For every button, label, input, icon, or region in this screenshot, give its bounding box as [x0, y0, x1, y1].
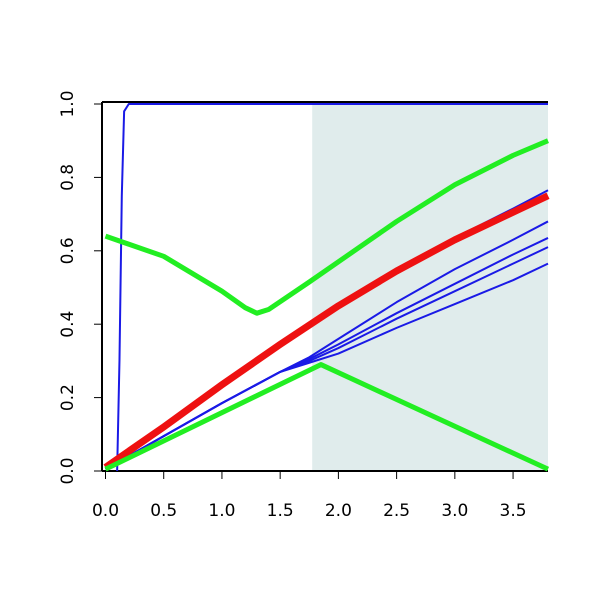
y-tick-label: 0.8	[58, 164, 78, 191]
y-tick-label: 1.0	[58, 90, 78, 117]
series-line	[103, 192, 550, 471]
series-line	[104, 138, 549, 316]
x-tick-label: 0.5	[150, 501, 177, 521]
y-tick-label: 0.0	[58, 457, 78, 484]
x-tick-label: 1.0	[208, 501, 235, 521]
y-tick-label: 0.4	[58, 311, 78, 338]
x-tick-label: 0.0	[92, 501, 119, 521]
x-tick-label: 3.0	[441, 501, 468, 521]
x-tick-label: 3.5	[500, 501, 527, 521]
series-line	[116, 103, 548, 472]
shaded-region	[312, 104, 548, 471]
series-line	[104, 362, 550, 472]
x-tick-label: 2.5	[383, 501, 410, 521]
series-line	[104, 262, 549, 471]
x-tick-label: 2.0	[325, 501, 352, 521]
x-tick-label: 1.5	[267, 501, 294, 521]
y-tick-label: 0.2	[58, 384, 78, 411]
y-tick-label: 0.6	[58, 237, 78, 264]
